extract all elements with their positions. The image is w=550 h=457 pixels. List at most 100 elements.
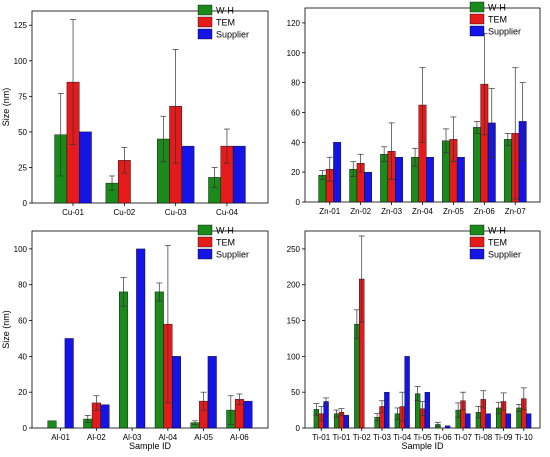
legend-swatch xyxy=(469,236,485,248)
bar-supplier xyxy=(323,401,329,429)
chart-panel-3: 0 20 40 60 80 100 Size (nm) Al-01 Al-02 Al-03 Al-0… xyxy=(1,224,269,451)
x-tick-label: Ti-05 xyxy=(414,433,432,442)
legend-label: W-H xyxy=(216,226,234,236)
legend-swatch xyxy=(197,28,213,40)
y-tick-label: 0 xyxy=(296,424,301,433)
x-tick-label: Cu-03 xyxy=(165,208,187,217)
x-tick-label: Zn-05 xyxy=(443,207,464,216)
bar-wh xyxy=(473,127,481,203)
x-axis-label: Sample ID xyxy=(129,441,172,451)
x-tick-label: Ti-02 xyxy=(353,433,371,442)
legend-swatch xyxy=(197,236,213,248)
x-tick-label: Ti-06 xyxy=(434,433,452,442)
bar-supplier xyxy=(505,413,512,429)
x-tick-label: Zn-01 xyxy=(319,207,340,216)
x-tick-label: Al-04 xyxy=(159,433,178,442)
bar-supplier xyxy=(426,157,434,203)
x-tick-label: Zn-03 xyxy=(381,207,402,216)
x-tick-label: Zn-04 xyxy=(412,207,433,216)
legend-swatch xyxy=(469,248,485,260)
bar-wh xyxy=(354,323,360,429)
x-axis-label: Sample ID xyxy=(401,441,444,451)
bar-wh xyxy=(47,420,57,429)
x-tick-label: Ti-07 xyxy=(454,433,472,442)
y-tick-label: 20 xyxy=(18,388,27,397)
legend-swatch xyxy=(197,4,213,16)
legend-label: Supplier xyxy=(488,250,521,260)
bar-supplier xyxy=(364,171,372,203)
y-tick-label: 75 xyxy=(18,92,27,101)
y-tick-label: 40 xyxy=(291,138,300,147)
x-tick-label: Zn-02 xyxy=(350,207,371,216)
chart-panel-1: 0 25 50 75 100 125 Size (nm) Cu-01 Cu-02 Cu-03 Cu-… xyxy=(1,4,269,217)
bar-supplier xyxy=(232,145,246,204)
y-tick-label: 80 xyxy=(18,281,27,290)
plot-frame xyxy=(31,10,269,204)
bar-wh xyxy=(119,291,129,429)
y-tick-label: 0 xyxy=(296,198,301,207)
x-tick-label: Cu-01 xyxy=(62,208,84,217)
y-tick-label: 100 xyxy=(14,57,28,66)
bar-supplier xyxy=(343,414,349,429)
y-tick-label: 150 xyxy=(287,317,301,326)
legend-label: TEM xyxy=(216,238,235,248)
plot-frame xyxy=(31,230,269,429)
plot-frame xyxy=(304,230,541,429)
x-tick-label: Ti-01 xyxy=(332,433,350,442)
bar-supplier xyxy=(395,157,403,203)
y-tick-label: 0 xyxy=(23,199,28,208)
bar-supplier xyxy=(136,248,146,429)
bar-wh xyxy=(154,291,164,429)
legend-label: TEM xyxy=(488,15,507,25)
y-tick-label: 80 xyxy=(291,79,300,88)
bar-supplier xyxy=(485,413,491,429)
bar-supplier xyxy=(526,413,532,429)
x-tick-label: Al-05 xyxy=(194,433,213,442)
legend-swatch xyxy=(197,248,213,260)
y-tick-label: 20 xyxy=(291,168,300,177)
bar-supplier xyxy=(424,391,430,429)
legend-swatch xyxy=(197,16,213,28)
y-tick-label: 50 xyxy=(18,128,27,137)
bar-supplier xyxy=(404,356,410,429)
bar-supplier xyxy=(207,356,217,429)
x-tick-label: Al-03 xyxy=(123,433,142,442)
legend-label: W-H xyxy=(488,3,506,13)
x-tick-label: Ti-04 xyxy=(393,433,411,442)
bar-supplier xyxy=(465,413,471,429)
y-tick-label: 50 xyxy=(291,388,300,397)
x-tick-label: Zn-06 xyxy=(474,207,495,216)
x-tick-label: Ti-09 xyxy=(495,433,513,442)
bar-supplier xyxy=(384,391,390,429)
bar-supplier xyxy=(181,145,195,204)
bar-supplier xyxy=(78,131,92,204)
x-tick-label: Cu-04 xyxy=(216,208,238,217)
y-tick-label: 250 xyxy=(287,245,301,254)
x-tick-label: Al-02 xyxy=(87,433,106,442)
x-tick-label: Ti-10 xyxy=(515,433,533,442)
legend: W-H TEM Supplier xyxy=(469,224,521,260)
bar-supplier xyxy=(100,404,110,429)
y-tick-label: 60 xyxy=(291,108,300,117)
legend-label: TEM xyxy=(488,238,507,248)
y-tick-label: 0 xyxy=(23,424,28,433)
y-axis-label: Size (nm) xyxy=(1,310,11,349)
chart-panel-2: 0 20 40 60 80 100 120 Zn-01 Zn-02 Zn-03 Zn-04 Zn-05… xyxy=(287,1,541,216)
x-tick-label: Al-06 xyxy=(230,433,249,442)
x-tick-label: Zn-07 xyxy=(505,207,526,216)
legend: W-H TEM Supplier xyxy=(197,224,249,260)
y-tick-label: 200 xyxy=(287,281,301,290)
bar-supplier xyxy=(243,400,253,429)
bar-supplier xyxy=(171,356,181,429)
legend-label: Supplier xyxy=(488,27,521,37)
legend-label: Supplier xyxy=(216,250,249,260)
x-tick-label: Ti-03 xyxy=(373,433,391,442)
legend-swatch xyxy=(469,13,485,25)
legend: W-H TEM Supplier xyxy=(469,1,521,37)
legend-swatch xyxy=(469,1,485,13)
y-axis-label: Size (nm) xyxy=(1,88,11,127)
bar-wh xyxy=(503,139,512,203)
y-tick-label: 100 xyxy=(287,49,301,58)
